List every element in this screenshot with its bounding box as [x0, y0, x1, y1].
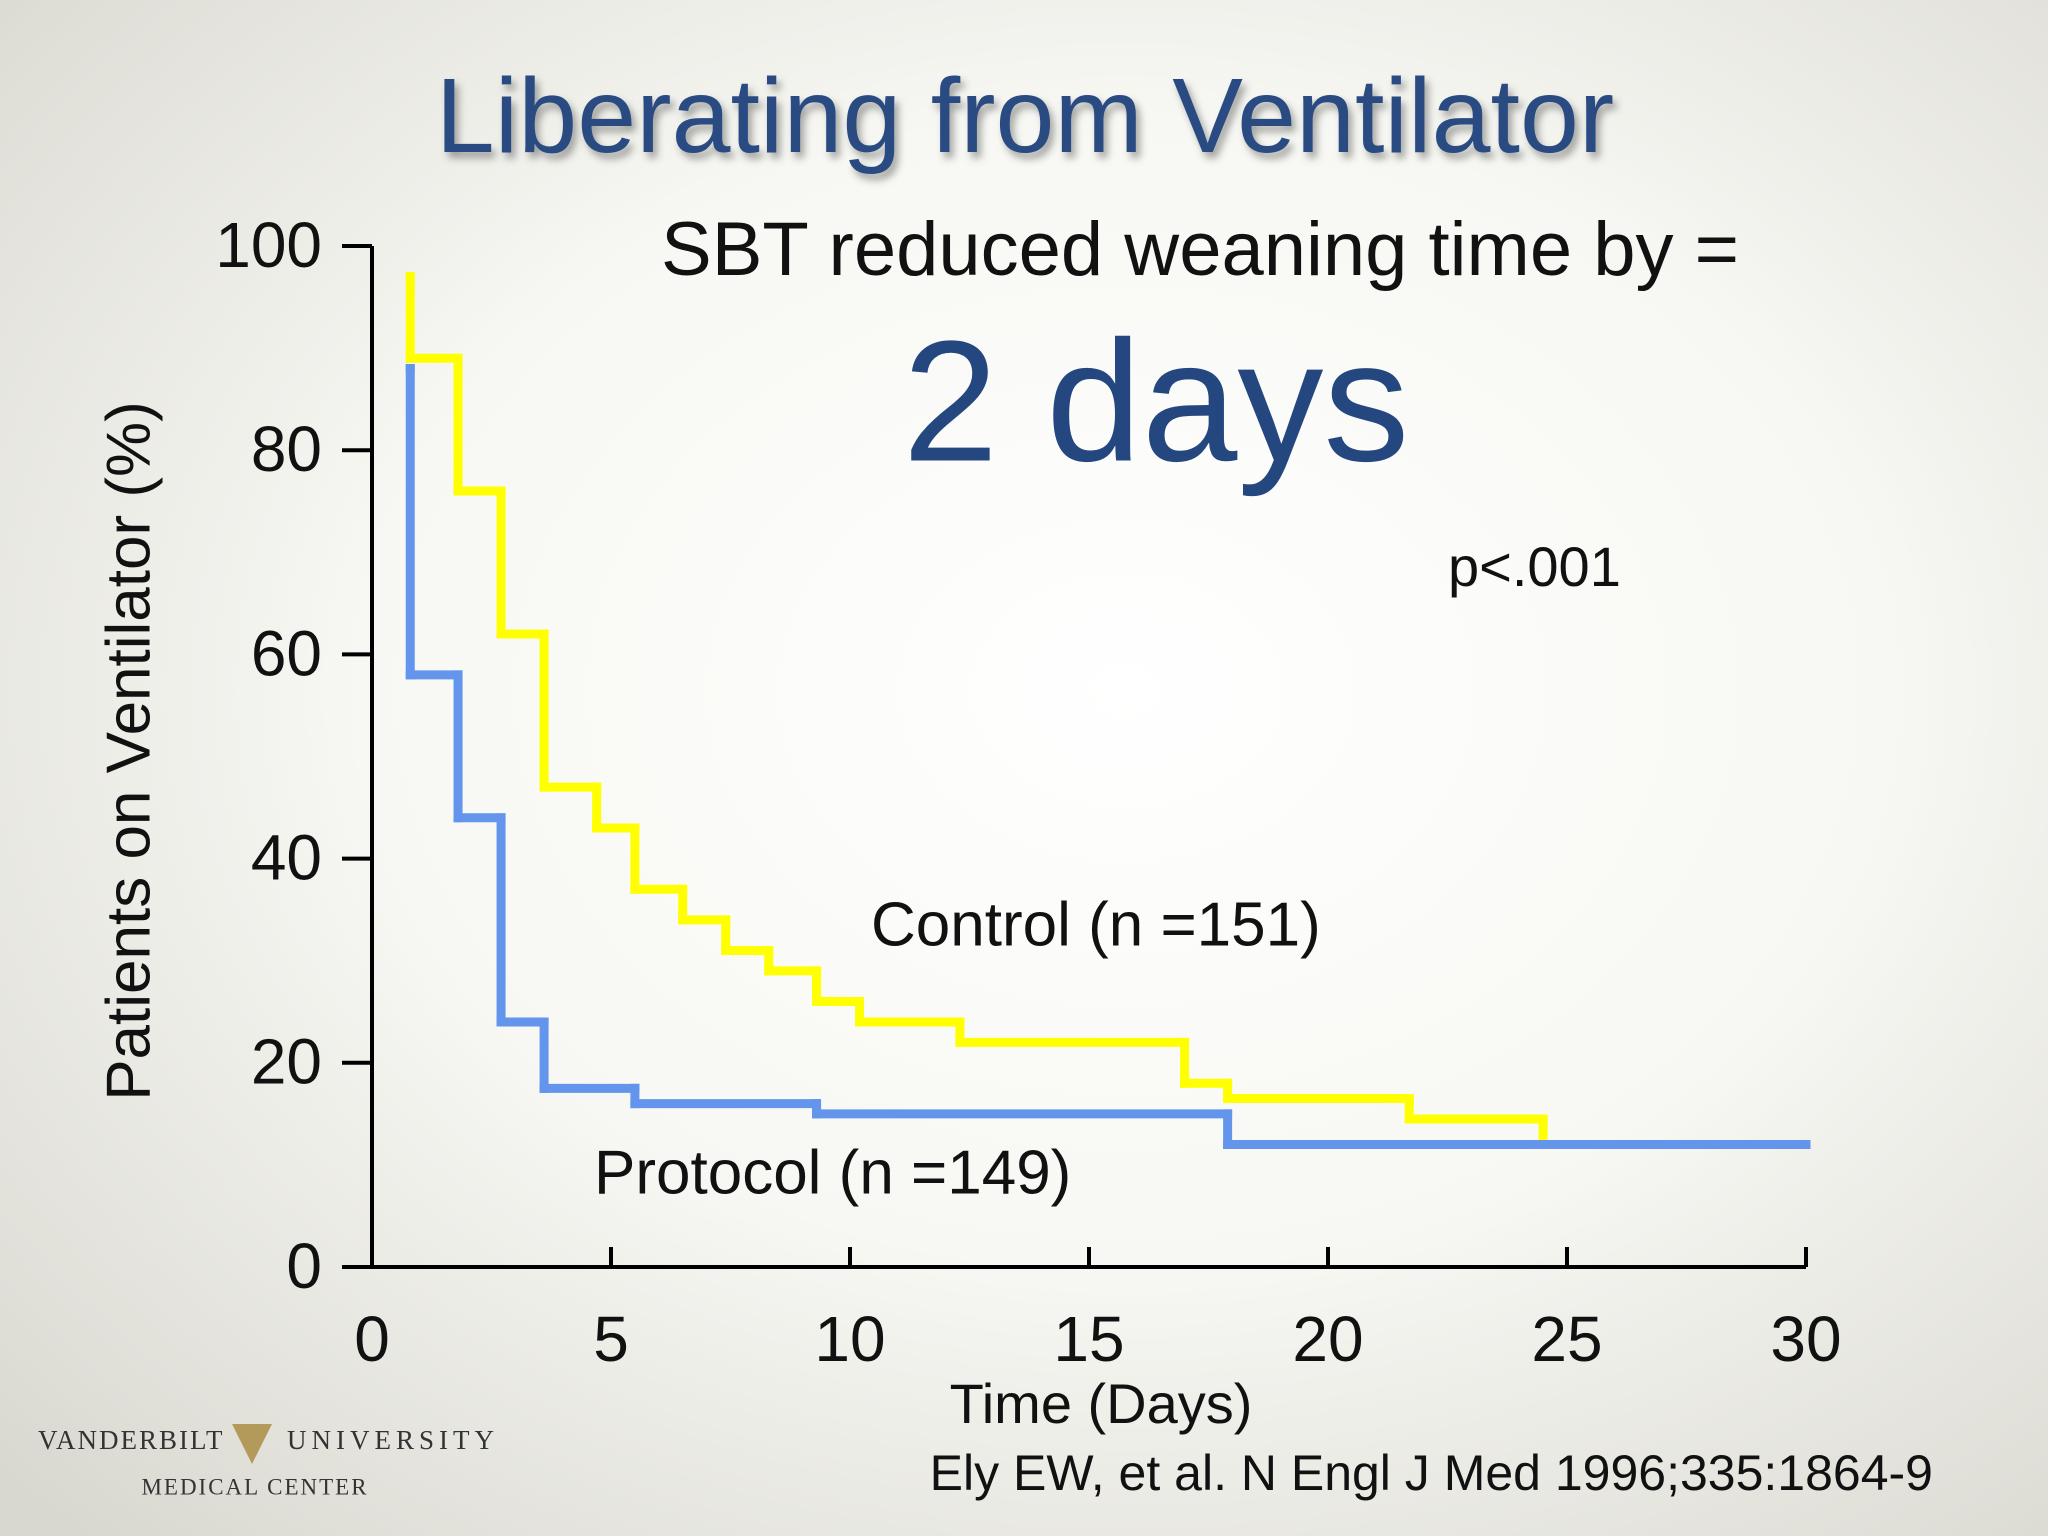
x-tick-label: 0	[354, 1303, 390, 1375]
x-tick-label: 20	[1292, 1303, 1363, 1375]
logo-text: VANDERBILT	[38, 1425, 225, 1455]
headline: 2 days	[903, 305, 1410, 497]
x-tick-label: 5	[593, 1303, 629, 1375]
series-label: Control (n =151)	[871, 890, 1321, 959]
y-tick-label: 100	[215, 209, 322, 281]
plot: Control (n =151) Protocol (n =149) 0 20 40 60…	[215, 209, 1841, 1375]
citation: Ely EW, et al. N Engl J Med 1996;335:186…	[930, 1445, 1933, 1501]
y-tick-label: 60	[251, 617, 322, 689]
x-axis-label: Time (Days)	[950, 1372, 1253, 1435]
y-tick-label: 40	[251, 822, 322, 894]
y-tick-label: 0	[286, 1230, 322, 1302]
x-tick-label: 10	[814, 1303, 885, 1375]
series-label: Protocol (n =149)	[594, 1138, 1071, 1207]
x-tick-label: 25	[1531, 1303, 1602, 1375]
y-tick-label: 80	[251, 413, 322, 485]
subtitle: SBT reduced weaning time by =	[661, 207, 1739, 292]
title: Liberating from Ventilator	[436, 57, 1614, 175]
logo-mark	[232, 1424, 272, 1464]
p-value: p<.001	[1448, 535, 1621, 598]
x-tick-label: 15	[1053, 1303, 1124, 1375]
y-tick-label: 20	[251, 1026, 322, 1098]
x-tick-label: 30	[1770, 1303, 1841, 1375]
y-axis-label: Patients on Ventilator (%)	[94, 401, 163, 1101]
logo-text: UNIVERSITY	[287, 1425, 499, 1455]
logo-text: MEDICAL CENTER	[141, 1474, 368, 1499]
